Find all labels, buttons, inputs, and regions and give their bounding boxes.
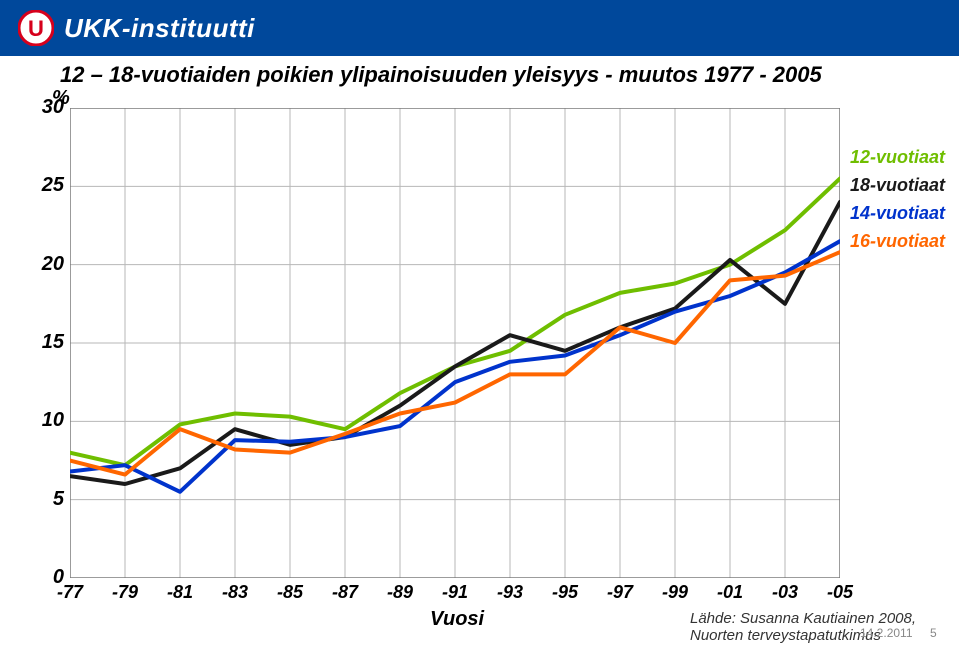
source-line1: Lähde: Susanna Kautiainen 2008,: [690, 610, 916, 627]
org-name: UKK-instituutti: [64, 13, 255, 44]
x-tick: -91: [442, 582, 468, 603]
legend: 12-vuotiaat18-vuotiaat14-vuotiaat16-vuot…: [850, 143, 959, 255]
y-tick: 15: [34, 331, 64, 354]
x-tick: -99: [662, 582, 688, 603]
x-tick: -01: [717, 582, 743, 603]
line-chart: [70, 108, 840, 578]
logo: U UKK-instituutti: [18, 10, 255, 46]
x-tick: -81: [167, 582, 193, 603]
x-tick: -89: [387, 582, 413, 603]
legend-item: 16-vuotiaat: [850, 227, 959, 255]
chart-title: 12 – 18-vuotiaiden poikien ylipainoisuud…: [60, 62, 822, 88]
svg-text:U: U: [28, 16, 44, 41]
legend-item: 14-vuotiaat: [850, 199, 959, 227]
y-tick: 10: [34, 409, 64, 432]
footer-page: 5: [930, 626, 937, 640]
y-tick: 20: [34, 253, 64, 276]
footer-date: 14.2.2011: [860, 626, 913, 640]
x-axis-label: Vuosi: [430, 608, 484, 631]
x-tick: -87: [332, 582, 358, 603]
legend-item: 12-vuotiaat: [850, 143, 959, 171]
x-tick: -77: [57, 582, 83, 603]
x-tick: -95: [552, 582, 578, 603]
legend-item: 18-vuotiaat: [850, 171, 959, 199]
x-tick: -03: [772, 582, 798, 603]
logo-icon: U: [18, 10, 54, 46]
y-tick: 25: [34, 174, 64, 197]
y-tick: 5: [34, 488, 64, 511]
x-tick: -93: [497, 582, 523, 603]
source-line2: Nuorten terveystapatutkimus: [690, 627, 881, 644]
x-tick: -05: [827, 582, 853, 603]
x-tick: -79: [112, 582, 138, 603]
x-tick: -83: [222, 582, 248, 603]
y-tick: 30: [34, 96, 64, 119]
x-tick: -97: [607, 582, 633, 603]
x-tick: -85: [277, 582, 303, 603]
